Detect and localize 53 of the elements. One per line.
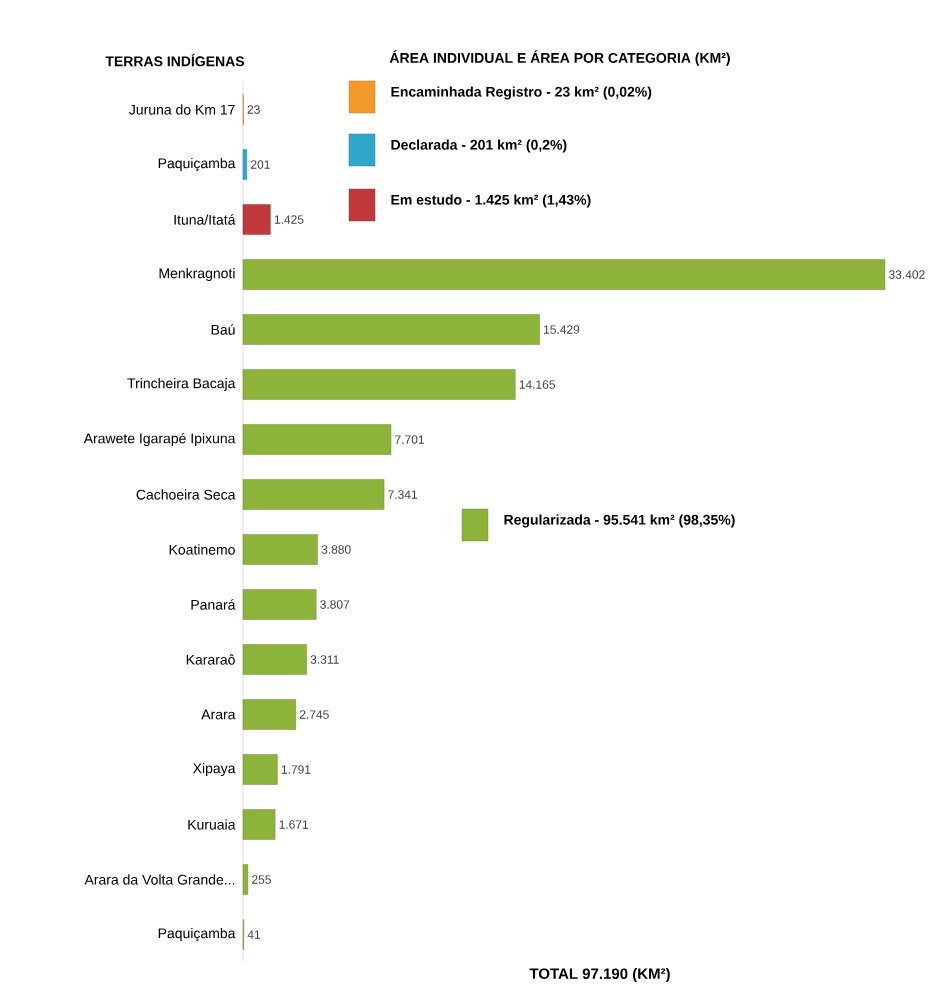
data-label: 23	[247, 105, 260, 114]
bar	[242, 424, 392, 455]
y-tick-label: Xipaya	[192, 762, 236, 777]
bar	[242, 754, 278, 785]
bar	[242, 589, 317, 620]
y-tick-label: Kuruaia	[188, 819, 236, 830]
text: TOTAL 97.190 (KM²)	[529, 968, 670, 982]
data-label: 3.311	[310, 655, 339, 664]
data-label: 15.429	[543, 325, 580, 334]
legend-label: Regularizada - 95.541 km² (98,35%)	[504, 514, 735, 528]
data-label: 1.671	[279, 820, 309, 829]
y-tick-label: Juruna do Km 17	[129, 104, 235, 115]
data-label: 1.425	[274, 215, 304, 224]
bar	[242, 204, 271, 235]
y-tick-label: Arara da Volta Grande...	[84, 874, 235, 885]
legend-label: Declarada - 201 km² (0,2%)	[391, 139, 567, 153]
y-tick-label: Paquiçamba	[158, 157, 236, 172]
bar	[242, 644, 307, 675]
y-tick-label: Menkragnoti	[159, 267, 235, 282]
data-label: 3.807	[320, 600, 350, 609]
bar	[242, 259, 886, 290]
bar	[242, 149, 248, 180]
data-label: 14.165	[519, 380, 555, 389]
y-tick-label: Panará	[191, 599, 236, 610]
chart-title: ÁREA INDIVIDUAL E ÁREA POR CATEGORIA (KM²)	[389, 50, 730, 66]
bar	[242, 809, 276, 840]
y-tick-label: Cachoeira Seca	[136, 489, 236, 500]
bar	[242, 534, 318, 565]
bar	[242, 314, 540, 345]
data-label: 7.341	[388, 490, 418, 499]
data-label: 255	[252, 875, 271, 884]
y-axis-title: TERRAS INDÍGENAS	[105, 53, 245, 67]
y-tick-label: Koatinemo	[169, 544, 235, 555]
bar	[242, 699, 296, 730]
y-tick-label: Kararaô	[186, 654, 235, 665]
bar	[242, 479, 385, 510]
data-label: 7.701	[395, 435, 424, 444]
data-label: 201	[250, 160, 270, 169]
y-tick-label: Arara	[201, 709, 236, 720]
data-label: 2.745	[299, 710, 329, 719]
y-tick-label: Baú	[211, 324, 235, 335]
y-tick-label: Paquiçamba	[158, 927, 236, 942]
y-tick-label: Trincheira Bacaja	[127, 377, 236, 392]
data-label: 33.402	[888, 270, 925, 279]
data-label: 41	[247, 930, 261, 939]
y-tick-label: Arawete Igarapé Ipixuna	[83, 432, 236, 447]
data-label: 1.791	[281, 765, 311, 774]
bar	[242, 864, 249, 895]
y-tick-label: Ituna/Itatá	[174, 214, 236, 225]
data-label: 3.880	[321, 545, 351, 554]
bar	[242, 369, 516, 400]
legend-label: Em estudo - 1.425 km² (1,43%)	[391, 194, 591, 208]
legend-label: Encaminhada Registro - 23 km² (0,02%)	[391, 86, 652, 100]
